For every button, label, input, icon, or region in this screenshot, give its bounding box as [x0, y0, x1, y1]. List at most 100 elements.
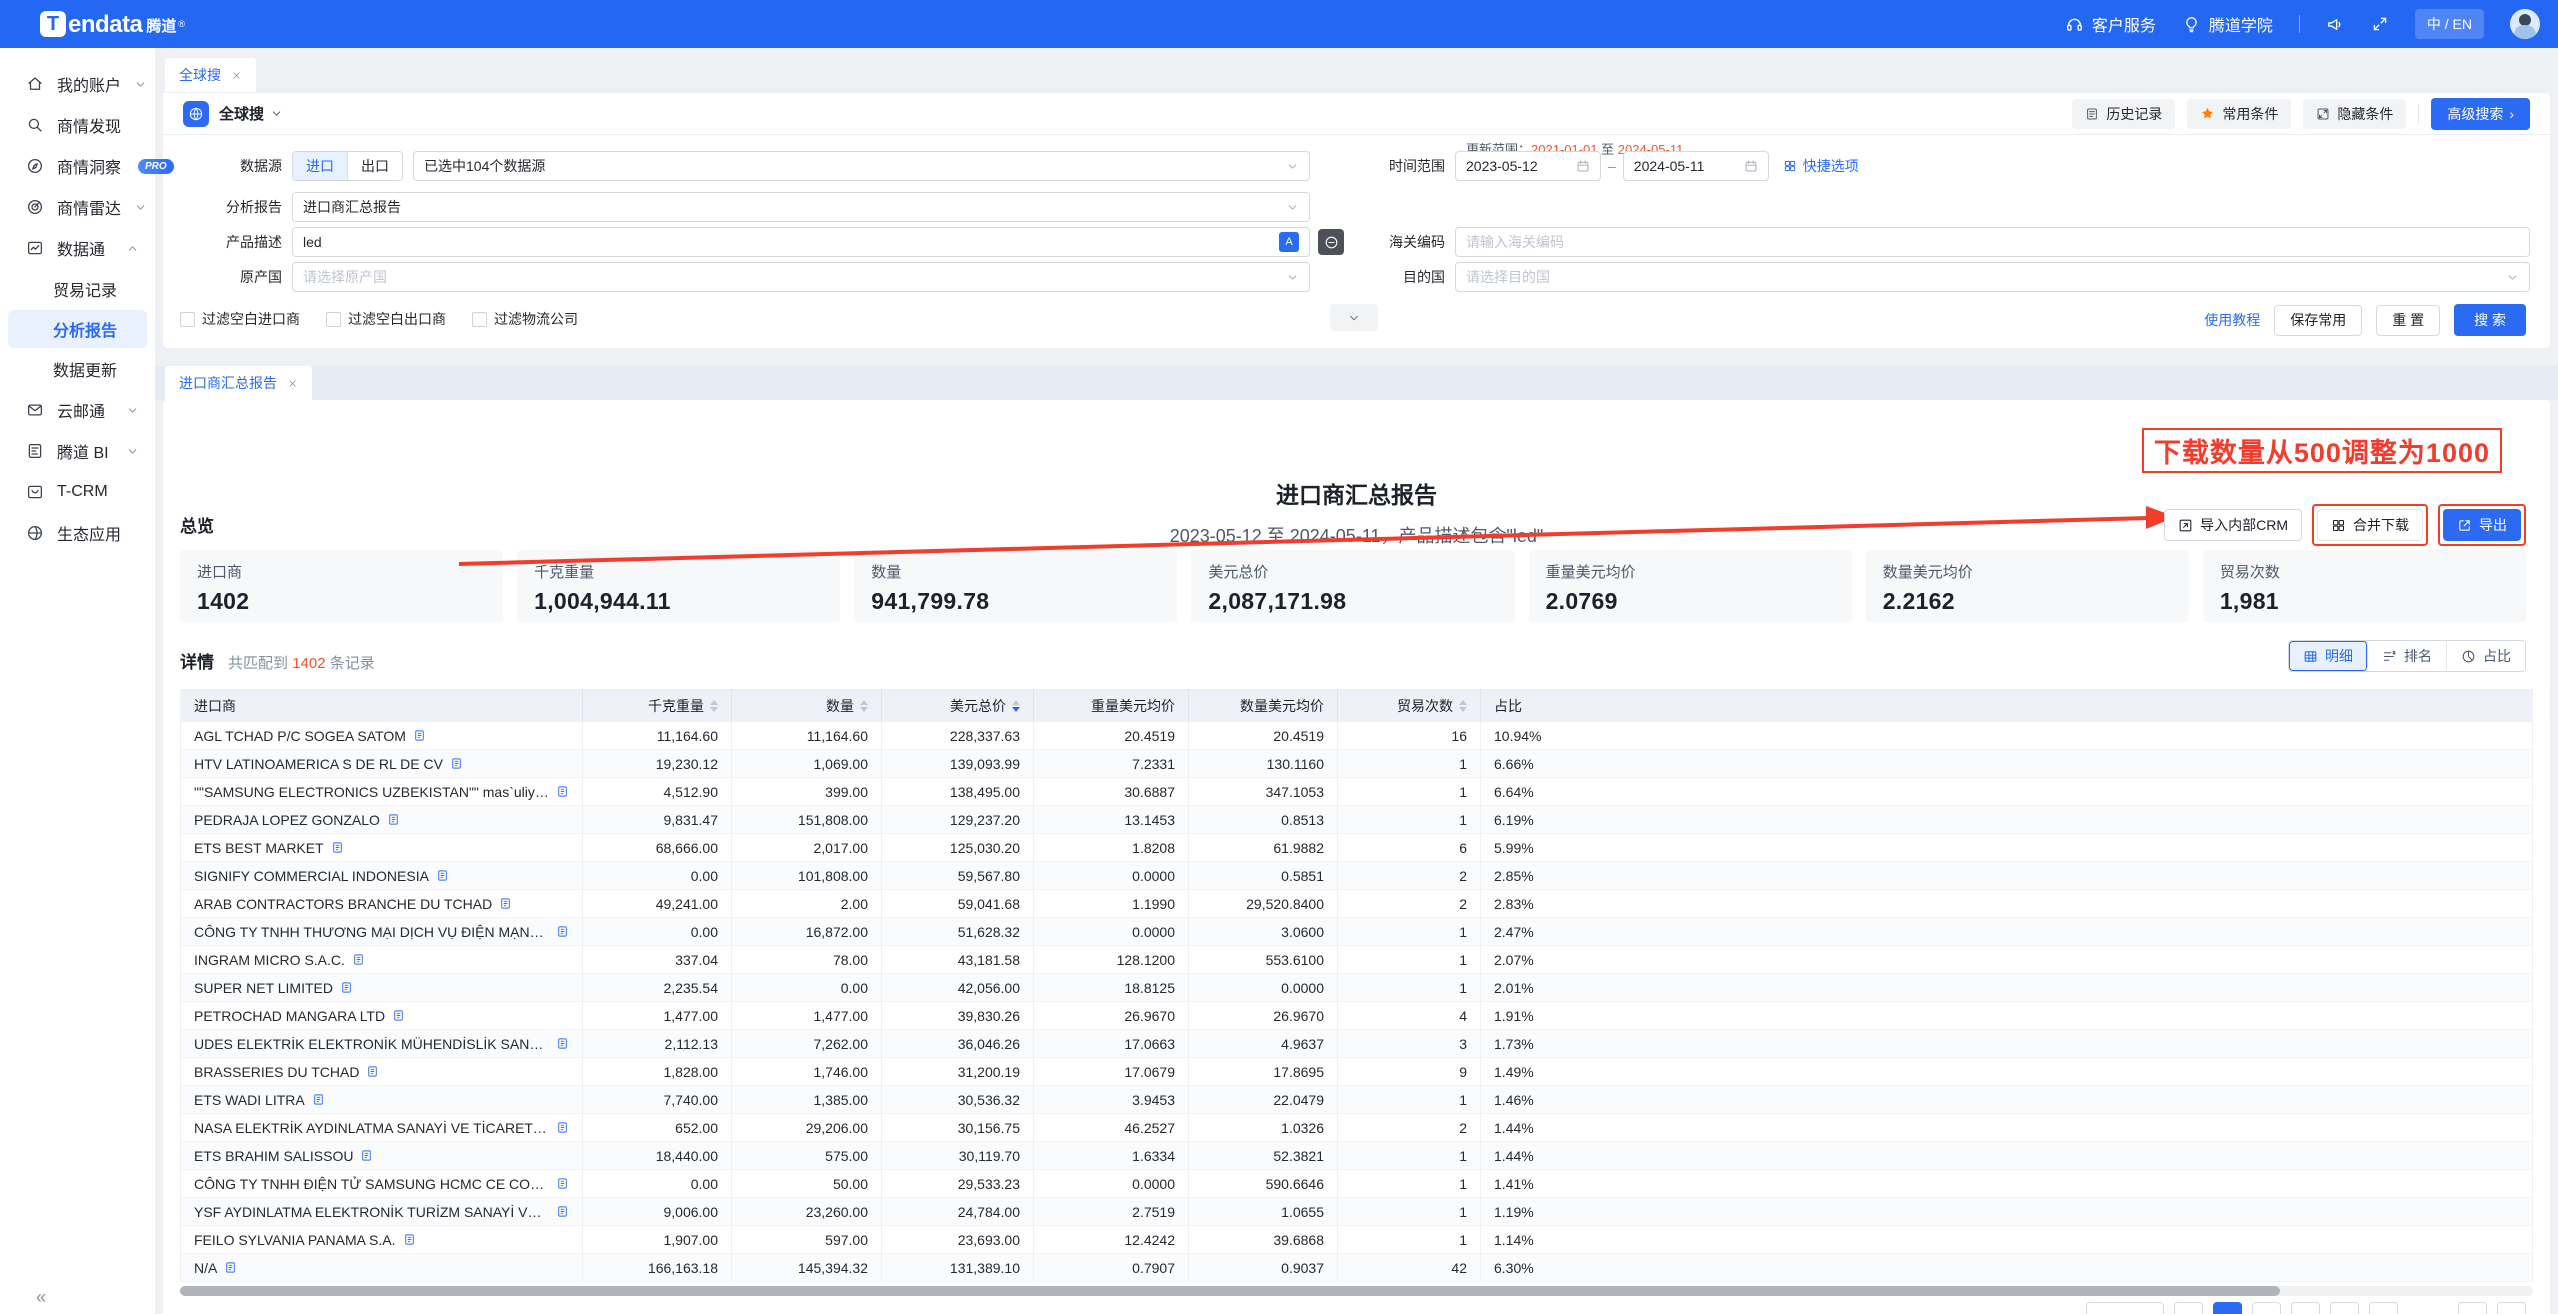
table-row[interactable]: INGRAM MICRO S.A.C. 337.04 78.00 43,181.… — [181, 946, 2532, 974]
company-profile-icon[interactable] — [413, 729, 426, 742]
close-icon[interactable] — [231, 70, 242, 81]
collapse-filters-button[interactable] — [1330, 304, 1378, 331]
sidebar-item-trade-records[interactable]: 贸易记录 — [8, 270, 147, 308]
company-profile-icon[interactable] — [436, 869, 449, 882]
product-desc-value[interactable] — [303, 234, 1279, 250]
exclude-keywords-icon[interactable] — [1318, 229, 1344, 255]
company-profile-icon[interactable] — [392, 1009, 405, 1022]
table-row[interactable]: HTV LATINOAMERICA S DE RL DE CV 19,230.1… — [181, 750, 2532, 778]
table-row[interactable]: NASA ELEKTRİK AYDINLATMA SANAYİ VE TİCAR… — [181, 1114, 2532, 1142]
table-row[interactable]: FEILO SYLVANIA PANAMA S.A. 1,907.00 597.… — [181, 1226, 2532, 1254]
next-page-button[interactable] — [2497, 1302, 2526, 1314]
header-usd-per-qty[interactable]: 数量美元均价 — [1189, 689, 1338, 722]
merge-download-button[interactable]: 合并下载 — [2317, 509, 2423, 541]
company-profile-icon[interactable] — [360, 1149, 373, 1162]
company-profile-icon[interactable] — [340, 981, 353, 994]
header-trade-count[interactable]: 贸易次数 — [1338, 689, 1481, 722]
view-ranking-tab[interactable]: 排名 — [2368, 641, 2447, 671]
sidebar-item-tcrm[interactable]: T-CRM — [0, 472, 155, 512]
horizontal-scrollbar[interactable] — [180, 1286, 2533, 1296]
filter-blank-importer-checkbox[interactable]: 过滤空白进口商 — [180, 309, 300, 329]
sort-icon[interactable] — [710, 700, 718, 712]
destination-select[interactable]: 请选择目的国 — [1455, 262, 2530, 292]
sort-icon[interactable] — [860, 700, 868, 712]
header-quantity[interactable]: 数量 — [732, 689, 882, 722]
table-row[interactable]: BRASSERIES DU TCHAD 1,828.00 1,746.00 31… — [181, 1058, 2532, 1086]
table-row[interactable]: ""SAMSUNG ELECTRONICS UZBEKISTAN"" mas`u… — [181, 778, 2532, 806]
sidebar-item-analysis-report[interactable]: 分析报告 — [8, 310, 147, 348]
sidebar-item-discovery[interactable]: 商情发现 — [0, 105, 155, 145]
prev-page-button[interactable] — [2174, 1302, 2203, 1314]
sidebar-item-data-update[interactable]: 数据更新 — [8, 350, 147, 388]
report-type-select[interactable]: 进口商汇总报告 — [292, 192, 1310, 222]
header-share[interactable]: 占比 — [1481, 689, 2534, 722]
hs-code-value[interactable] — [1466, 234, 2519, 250]
customer-service-link[interactable]: 客户服务 — [2065, 12, 2156, 36]
translate-icon[interactable]: A — [1279, 232, 1299, 252]
table-row[interactable]: N/A 166,163.18 145,394.32 131,389.10 0.7… — [181, 1254, 2532, 1282]
company-profile-icon[interactable] — [556, 1177, 569, 1190]
date-to-input[interactable]: 2024-05-11 — [1623, 151, 1769, 181]
page-button[interactable] — [2330, 1302, 2359, 1314]
import-segment[interactable]: 进口 — [293, 152, 348, 180]
header-importer[interactable]: 进口商 — [181, 689, 583, 722]
table-row[interactable]: ETS BRAHIM SALISSOU 18,440.00 575.00 30,… — [181, 1142, 2532, 1170]
announcement-icon[interactable] — [2326, 15, 2345, 34]
table-row[interactable]: ETS BEST MARKET 68,666.00 2,017.00 125,0… — [181, 834, 2532, 862]
page-button[interactable] — [2252, 1302, 2281, 1314]
sidebar-item-bi[interactable]: 腾道 BI — [0, 431, 155, 471]
tab-global-search[interactable]: 全球搜 — [165, 58, 256, 92]
company-profile-icon[interactable] — [403, 1233, 416, 1246]
save-favorite-button[interactable]: 保存常用 — [2274, 305, 2362, 336]
table-row[interactable]: PETROCHAD MANGARA LTD 1,477.00 1,477.00 … — [181, 1002, 2532, 1030]
favorite-conditions-button[interactable]: 常用条件 — [2187, 99, 2291, 129]
academy-link[interactable]: 腾道学院 — [2182, 12, 2273, 36]
origin-country-select[interactable]: 请选择原产国 — [292, 262, 1310, 292]
sidebar-collapse-button[interactable]: « — [36, 1287, 46, 1308]
page-button-active[interactable] — [2213, 1302, 2242, 1314]
table-row[interactable]: YSF AYDINLATMA ELEKTRONİK TURİZM SANAYİ … — [181, 1198, 2532, 1226]
sidebar-item-radar[interactable]: 商情雷达 — [0, 187, 155, 227]
hide-conditions-button[interactable]: 隐藏条件 — [2303, 99, 2406, 129]
table-row[interactable]: SUPER NET LIMITED 2,235.54 0.00 42,056.0… — [181, 974, 2532, 1002]
header-kg-weight[interactable]: 千克重量 — [583, 689, 732, 722]
tab-importer-summary-report[interactable]: 进口商汇总报告 — [165, 366, 312, 400]
fullscreen-icon[interactable] — [2371, 15, 2389, 33]
sidebar-item-my-account[interactable]: 我的账户 — [0, 64, 155, 104]
company-profile-icon[interactable] — [450, 757, 463, 770]
table-row[interactable]: PEDRAJA LOPEZ GONZALO 9,831.47 151,808.0… — [181, 806, 2532, 834]
company-profile-icon[interactable] — [366, 1065, 379, 1078]
export-button[interactable]: 导出 — [2443, 509, 2521, 541]
table-row[interactable]: ARAB CONTRACTORS BRANCHE DU TCHAD 49,241… — [181, 890, 2532, 918]
view-share-tab[interactable]: 占比 — [2447, 641, 2525, 671]
reset-button[interactable]: 重 置 — [2376, 305, 2440, 336]
avatar[interactable] — [2510, 9, 2540, 39]
table-row[interactable]: UDES ELEKTRİK ELEKTRONİK MÜHENDİSLİK SAN… — [181, 1030, 2532, 1058]
chevron-down-icon[interactable] — [270, 107, 283, 120]
table-row[interactable]: AGL TCHAD P/C SOGEA SATOM 11,164.60 11,1… — [181, 722, 2532, 750]
table-row[interactable]: ETS WADI LITRA 7,740.00 1,385.00 30,536.… — [181, 1086, 2532, 1114]
export-segment[interactable]: 出口 — [348, 152, 402, 180]
page-button[interactable] — [2291, 1302, 2320, 1314]
sidebar-item-eco-apps[interactable]: 生态应用 — [0, 513, 155, 553]
filter-blank-exporter-checkbox[interactable]: 过滤空白出口商 — [326, 309, 446, 329]
language-switch[interactable]: 中 / EN — [2415, 9, 2484, 39]
company-profile-icon[interactable] — [556, 925, 569, 938]
sidebar-item-insight[interactable]: 商情洞察 PRO — [0, 146, 155, 186]
sort-icon-active[interactable] — [1012, 700, 1020, 712]
advanced-search-button[interactable]: 高级搜索 › — [2431, 98, 2530, 130]
import-crm-button[interactable]: 导入内部CRM — [2164, 509, 2302, 541]
company-profile-icon[interactable] — [556, 1121, 569, 1134]
hs-code-input[interactable] — [1455, 227, 2530, 257]
company-profile-icon[interactable] — [556, 1037, 569, 1050]
date-from-input[interactable]: 2023-05-12 — [1455, 151, 1601, 181]
company-profile-icon[interactable] — [556, 1205, 569, 1218]
table-row[interactable]: CÔNG TY TNHH ĐIỆN TỬ SAMSUNG HCMC CE COM… — [181, 1170, 2532, 1198]
table-row[interactable]: CÔNG TY TNHH THƯƠNG MẠI DỊCH VỤ ĐIỆN MẠN… — [181, 918, 2532, 946]
page-button[interactable] — [2369, 1302, 2398, 1314]
sidebar-item-datapass[interactable]: 数据通 — [0, 228, 155, 268]
company-profile-icon[interactable] — [352, 953, 365, 966]
scrollbar-thumb[interactable] — [180, 1286, 2280, 1296]
history-button[interactable]: 历史记录 — [2072, 99, 2175, 129]
tutorial-link[interactable]: 使用教程 — [2204, 310, 2260, 330]
